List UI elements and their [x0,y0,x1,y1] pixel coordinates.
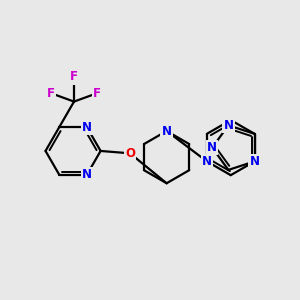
Text: N: N [207,141,217,154]
Text: F: F [70,70,78,83]
Text: F: F [93,87,101,100]
Text: N: N [250,155,260,168]
Text: N: N [82,168,92,181]
Text: N: N [202,155,212,168]
Text: N: N [224,119,233,132]
Text: O: O [125,147,135,160]
Text: F: F [47,87,55,100]
Text: N: N [162,124,172,137]
Text: N: N [82,121,92,134]
